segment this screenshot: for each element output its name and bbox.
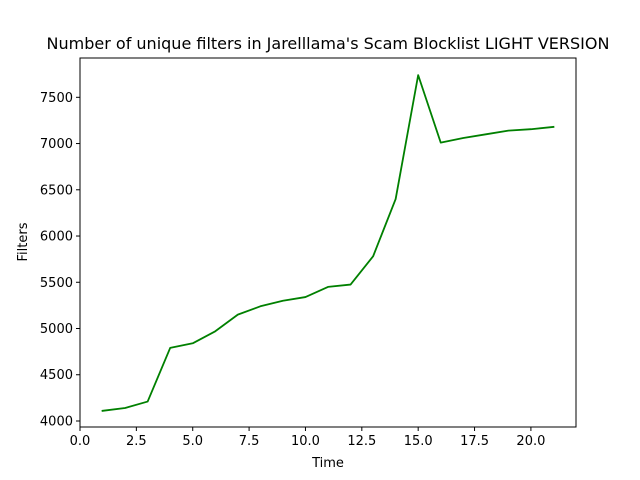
- chart-title: Number of unique filters in Jarelllama's…: [47, 34, 610, 53]
- x-tick-label: 7.5: [239, 434, 260, 449]
- y-tick-label: 4500: [40, 368, 73, 383]
- series-line: [101, 74, 555, 412]
- y-tick-label: 6500: [40, 183, 73, 198]
- y-tick-label: 4000: [40, 414, 73, 429]
- y-tick-label: 5000: [40, 322, 73, 337]
- x-tick-label: 0.0: [70, 434, 91, 449]
- x-axis-label: Time: [311, 456, 344, 471]
- y-axis: 4000 4500 5000 5500 6000 6500 7000 7500: [40, 91, 80, 429]
- y-tick-label: 5500: [40, 276, 73, 291]
- plot-area: [101, 74, 555, 412]
- y-tick-label: 7000: [40, 137, 73, 152]
- x-tick-label: 20.0: [516, 434, 545, 449]
- y-tick-label: 7500: [40, 91, 73, 106]
- y-axis-label: Filters: [16, 222, 31, 261]
- plot-frame: [79, 57, 577, 428]
- y-tick-label: 6000: [40, 230, 73, 245]
- x-tick-label: 2.5: [126, 434, 147, 449]
- x-tick-label: 5.0: [182, 434, 203, 449]
- x-tick-label: 17.5: [460, 434, 489, 449]
- x-tick-label: 12.5: [347, 434, 376, 449]
- x-tick-label: 15.0: [404, 434, 433, 449]
- x-tick-label: 10.0: [291, 434, 320, 449]
- x-axis: 0.0 2.5 5.0 7.5 10.0 12.5 15.0 17.5 20.0: [70, 427, 545, 449]
